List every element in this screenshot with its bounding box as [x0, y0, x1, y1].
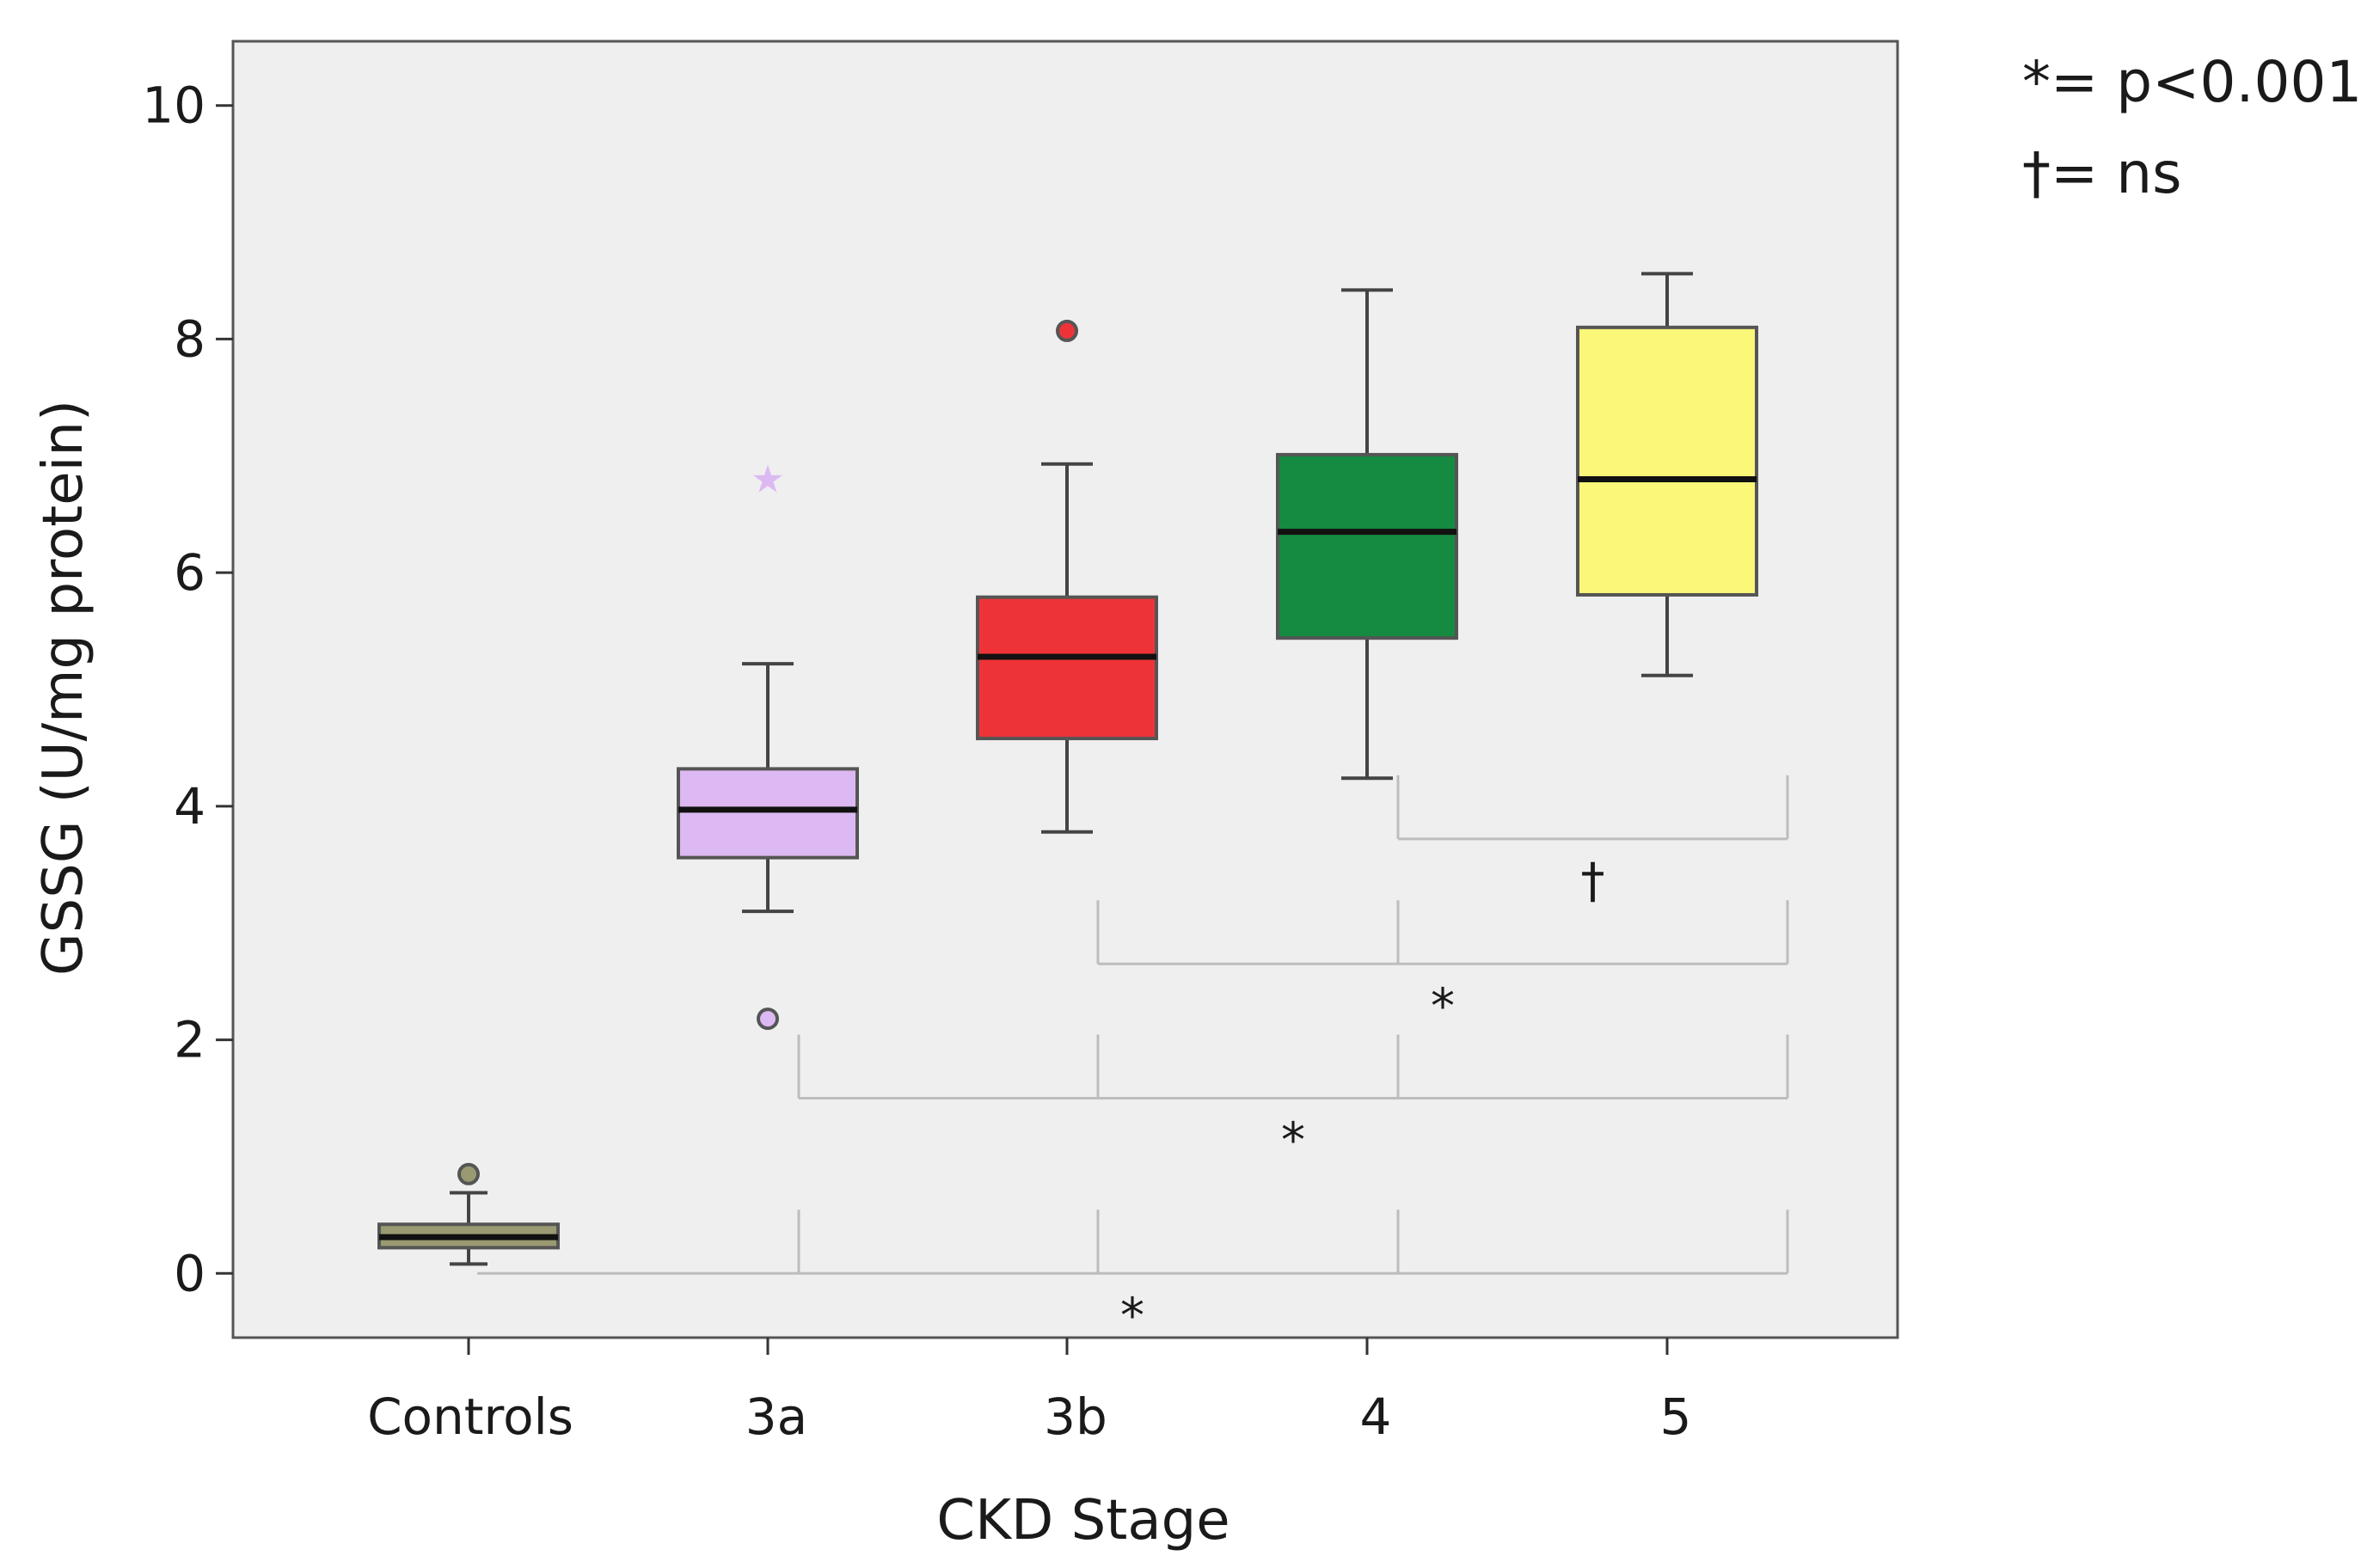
significance-mark: * — [1120, 1288, 1144, 1344]
box-rect — [1576, 325, 1758, 597]
y-tick-label: 0 — [174, 1244, 205, 1302]
box-rect — [976, 595, 1158, 741]
y-tick-label: 6 — [174, 543, 205, 602]
significance-mark: * — [1281, 1112, 1305, 1168]
legend-not-significant: †= ns — [2022, 140, 2182, 206]
box-5 — [1576, 272, 1758, 677]
comparison-controls: * — [477, 1210, 1789, 1344]
x-tick-label-controls: Controls — [367, 1387, 573, 1446]
outlier-point — [457, 1162, 480, 1185]
outlier-point — [757, 1008, 779, 1031]
box-controls — [377, 1162, 560, 1266]
x-tick-label-3b: 3b — [1044, 1387, 1107, 1446]
y-tick-label: 8 — [174, 309, 205, 368]
outlier-point — [1056, 319, 1078, 342]
y-axis-title: GSSG (U/mg protein) — [32, 400, 95, 976]
comparison-4: † — [1396, 775, 1789, 910]
y-tick-label: 4 — [174, 777, 205, 836]
y-tick-label: 2 — [174, 1011, 205, 1069]
x-axis-title: CKD Stage — [936, 1489, 1229, 1553]
comparison-brackets: * * * † — [477, 775, 1789, 1344]
axes: 0 2 4 6 8 10 Controls 3a 3b 4 5 — [142, 77, 1691, 1446]
y-tick-label: 10 — [142, 77, 205, 135]
box-rect — [1276, 452, 1458, 640]
significance-mark: * — [1431, 978, 1455, 1034]
box-series: ★ — [377, 272, 1758, 1266]
box-3a: ★ — [677, 458, 859, 1031]
comparison-3b: * — [1096, 900, 1789, 1034]
x-tick-label-3a: 3a — [745, 1387, 807, 1446]
legend-significant: *= p<0.001 — [2022, 49, 2362, 115]
x-tick-label-5: 5 — [1660, 1387, 1692, 1446]
box-rect — [677, 767, 859, 860]
extreme-outlier-star: ★ — [751, 458, 784, 502]
x-tick-label-4: 4 — [1360, 1387, 1392, 1446]
significance-mark: † — [1581, 854, 1605, 910]
comparison-3a: * — [797, 1034, 1789, 1168]
box-4 — [1276, 288, 1458, 781]
box-3b — [976, 319, 1158, 834]
